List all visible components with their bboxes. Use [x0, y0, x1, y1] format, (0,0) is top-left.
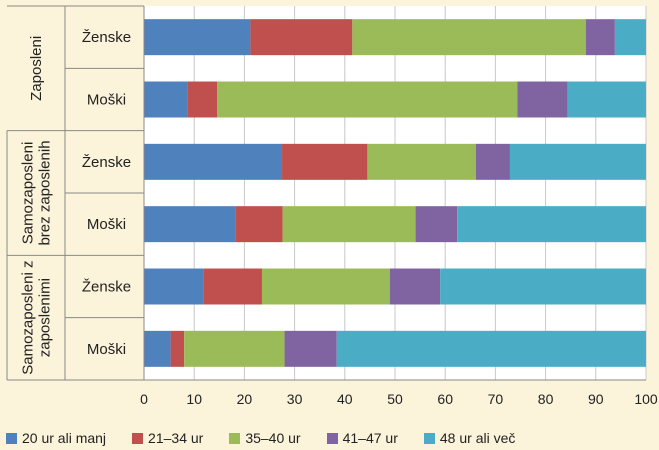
group-label-line: zaposlenimi [37, 278, 54, 357]
bar-segment [184, 330, 285, 367]
legend-label: 20 ur ali manj [22, 430, 107, 446]
category-label: Ženske [82, 154, 131, 171]
bar-segment [284, 330, 337, 367]
legend-item: 21–34 ur [132, 430, 203, 446]
x-tick-label: 10 [186, 391, 202, 407]
axes [6, 5, 646, 381]
bar-segment [144, 330, 171, 367]
category-label: Moški [87, 341, 126, 358]
category-label: Ženske [82, 279, 131, 296]
bar-segment [144, 19, 251, 56]
legend-item: 20 ur ali manj [6, 430, 106, 446]
legend-item: 35–40 ur [229, 430, 301, 446]
bar-segment [415, 206, 458, 243]
x-tick-label: 60 [437, 391, 453, 407]
bar-segment [475, 143, 510, 180]
bar-segment [352, 19, 586, 56]
group-label-line: brez zaposlenih [37, 140, 54, 245]
legend-swatch [423, 432, 435, 444]
bar-segment [282, 143, 368, 180]
bar-segment [336, 330, 646, 367]
bar-segment [144, 143, 283, 180]
legend-item: 48 ur ali več [423, 430, 516, 446]
bar-segment [367, 143, 476, 180]
x-tick-label: 0 [140, 391, 148, 407]
legend-swatch [132, 432, 144, 444]
x-tick-label: 30 [287, 391, 303, 407]
x-tick-label: 90 [588, 391, 604, 407]
bar-segment [567, 81, 646, 118]
legend-label: 21–34 ur [148, 430, 204, 446]
x-tick-label: 80 [538, 391, 554, 407]
x-tick-label: 50 [387, 391, 403, 407]
bar-segment [250, 19, 353, 56]
bar-segment [517, 81, 568, 118]
bar-segment [144, 206, 236, 243]
bar-segment [614, 19, 646, 56]
bar-segment [217, 81, 518, 118]
group-label: Samozaposleni z zaposlenimi [20, 261, 54, 375]
bar-segment [457, 206, 646, 243]
category-label: Moški [87, 92, 126, 109]
bar-segment [282, 206, 416, 243]
bar-segment [144, 268, 204, 305]
legend-label: 48 ur ali več [439, 430, 516, 446]
group-label-line: Zaposleni [28, 36, 45, 101]
bar-segment [261, 268, 390, 305]
category-label: Moški [87, 216, 126, 233]
x-tick-label: 70 [488, 391, 504, 407]
bar-segment [235, 206, 283, 243]
x-tick-label: 100 [634, 391, 658, 407]
group-label: Zaposleni [28, 36, 45, 101]
bar-segment [440, 268, 646, 305]
category-label: Ženske [82, 29, 131, 46]
legend-item: 41–47 ur [326, 430, 398, 446]
group-label-line: Samozaposleni [20, 142, 37, 245]
bar-segment [585, 19, 615, 56]
legend-swatch [229, 432, 241, 444]
legend-swatch [326, 432, 338, 444]
x-tick-label: 40 [337, 391, 353, 407]
bar-segment [144, 81, 188, 118]
bar-segment [187, 81, 218, 118]
bar-segment [170, 330, 185, 367]
x-tick-label: 20 [237, 391, 253, 407]
legend-swatch [6, 432, 17, 444]
legend-label: 41–47 ur [342, 430, 398, 446]
bar-segment [203, 268, 262, 305]
legend-label: 35–40 ur [245, 430, 301, 446]
bars [144, 19, 646, 367]
group-label-line: Samozaposleni z [20, 261, 37, 375]
bar-segment [389, 268, 441, 305]
legend: 20 ur ali manj 21–34 ur 35–40 ur 41–47 ur 48… [6, 428, 656, 448]
bar-segment [509, 143, 646, 180]
labels: 0 10 20 30 40 50 60 70 80 90 100 Ženske Moški Ženske M… [20, 29, 658, 407]
group-label: Samozaposleni brez zaposlenih [20, 140, 54, 245]
